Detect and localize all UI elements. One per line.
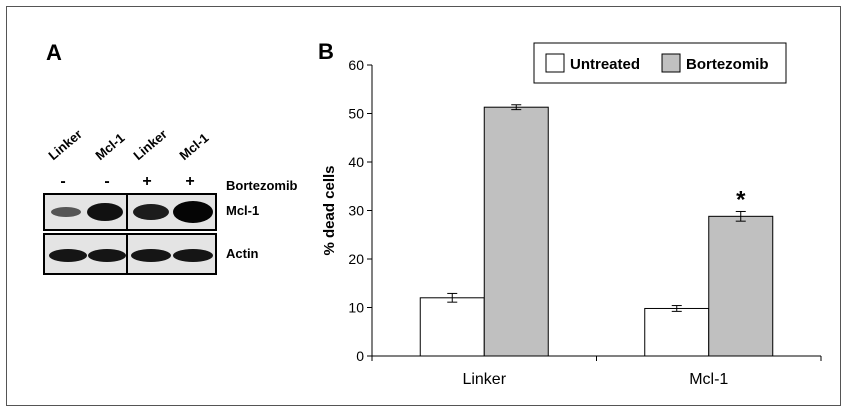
x-category-label: Linker [462,371,506,388]
y-tick-label: 10 [348,300,364,316]
legend-swatch-untreated [546,54,564,72]
legend-label-untreated: Untreated [570,56,640,73]
legend-label-bortezomib: Bortezomib [686,56,769,73]
bar-untreated-mcl-1 [645,308,709,356]
y-axis-label: % dead cells [321,165,338,255]
bar-bortezomib-mcl-1 [709,216,773,356]
bar-untreated-linker [420,298,484,356]
y-tick-label: 50 [348,106,364,122]
bar-bortezomib-linker [484,107,548,356]
y-tick-label: 20 [348,251,364,267]
y-tick-label: 60 [348,57,364,73]
legend-swatch-bortezomib [662,54,680,72]
significance-marker: * [736,186,746,213]
y-tick-label: 40 [348,154,364,170]
y-tick-label: 30 [348,203,364,219]
x-category-label: Mcl-1 [689,371,728,388]
y-tick-label: 0 [356,348,364,364]
